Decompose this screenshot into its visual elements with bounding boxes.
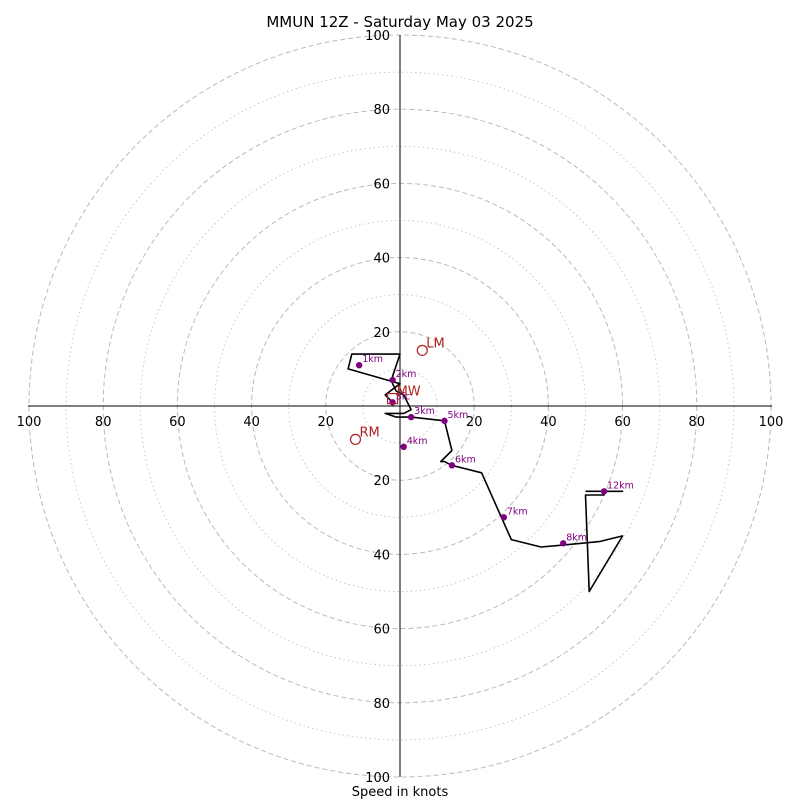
height-marker-label: 2km (396, 369, 417, 380)
height-marker-label: 8km (566, 532, 587, 543)
y-tick-label: 60 (373, 623, 390, 638)
y-tick-label: 60 (373, 177, 390, 192)
height-marker-5km (441, 417, 448, 425)
height-marker-label: 3km (414, 406, 435, 417)
storm-motion-label: RM (359, 425, 379, 440)
x-tick-label: 100 (759, 415, 784, 430)
y-tick-label: 80 (373, 103, 390, 118)
y-tick-label: 100 (365, 771, 390, 786)
storm-motion-label: LM (426, 336, 444, 351)
height-marker-label: 5km (448, 410, 469, 421)
tick-labels: 100 80 60 40 20 20 40 60 80 100 100 80 60 40 20 20 40 60 8… (17, 29, 784, 786)
height-marker-label: 4km (407, 436, 428, 447)
y-tick-label: 80 (373, 697, 390, 712)
y-tick-label: 20 (373, 474, 390, 489)
x-tick-label: 80 (95, 415, 112, 430)
x-tick-label: 40 (243, 415, 260, 430)
x-tick-label: 60 (614, 415, 631, 430)
y-tick-label: 100 (365, 29, 390, 44)
height-marker-6km (448, 462, 456, 469)
x-tick-label: 20 (466, 415, 483, 430)
height-marker-7km (500, 514, 508, 521)
x-tick-label: 100 (17, 415, 42, 430)
chart-title: MMUN 12Z - Saturday May 03 2025 (266, 13, 533, 31)
x-axis-label: Speed in knots (352, 785, 449, 800)
storm-motion-marker-lm (416, 344, 428, 356)
height-marker-8km (560, 540, 567, 547)
hodograph-trace-line (347, 353, 624, 593)
y-tick-label: 40 (373, 548, 390, 563)
storm-motion-marker-mw (386, 392, 399, 405)
axes (28, 35, 772, 777)
hodograph-trace-group (347, 353, 624, 593)
x-tick-label: 60 (169, 415, 186, 430)
x-tick-label: 40 (540, 415, 557, 430)
height-marker-3km (407, 413, 415, 421)
storm-motion-label: MW (397, 385, 421, 400)
height-marker-2km (389, 376, 396, 384)
height-marker-label: 12km (607, 480, 634, 491)
height-marker-label: 1km (362, 354, 383, 365)
height-marker-4km (400, 443, 407, 451)
height-marker-label: Sfc (396, 391, 411, 402)
height-marker-label: 7km (507, 506, 528, 517)
height-markers: Sfc 1km 2km 3km 4km 5km 6km 7km 8km 12km (355, 354, 634, 547)
x-tick-label: 80 (689, 415, 706, 430)
x-tick-label: 20 (318, 415, 335, 430)
storm-motion-marker-rm (349, 433, 362, 445)
y-tick-label: 20 (373, 326, 390, 341)
height-marker-label: 6km (455, 454, 476, 465)
y-tick-label: 40 (373, 252, 390, 267)
height-marker-1km (355, 361, 363, 369)
height-marker-12km (600, 488, 608, 495)
storm-motion-markers: LM RM MW (349, 336, 445, 445)
